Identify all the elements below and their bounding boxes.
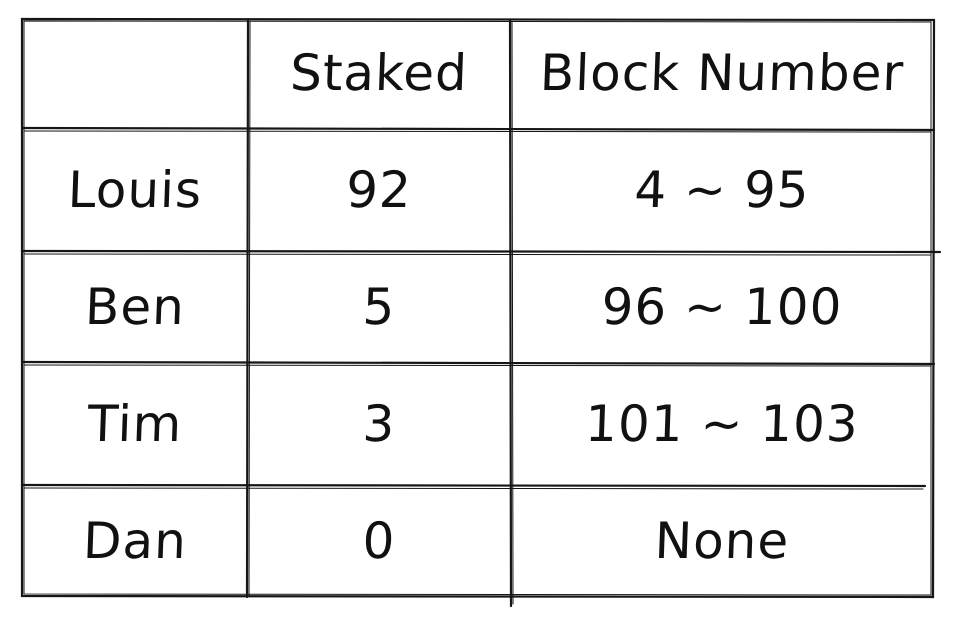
row-divider-2-echo	[23, 253, 932, 256]
header-block-number: Block Number	[538, 44, 905, 102]
row-divider-1	[20, 126, 936, 132]
row-ben-staked: 5	[361, 278, 397, 336]
staking-table: Staked Block Number Louis 92 4 ~ 95 Ben …	[22, 18, 934, 598]
row-tim-staked: 3	[361, 395, 397, 453]
row-divider-1-echo	[23, 130, 932, 133]
header-empty	[20, 18, 250, 128]
row-tim-name: Tim	[86, 395, 184, 453]
row-dan-staked: 0	[361, 512, 397, 570]
row-dan-block: None	[653, 512, 791, 570]
row-louis-block: 4 ~ 95	[633, 161, 811, 219]
column-divider-2-echo	[511, 21, 514, 605]
column-divider-1	[245, 18, 250, 599]
row-divider-3-echo	[23, 364, 932, 367]
column-divider-1-echo	[248, 21, 251, 596]
row-dan-name: Dan	[82, 512, 188, 570]
row-divider-4	[20, 483, 927, 488]
row-louis-staked: 92	[345, 161, 413, 219]
row-divider-2	[20, 249, 942, 254]
row-ben-name: Ben	[84, 278, 186, 336]
row-ben-block: 96 ~ 100	[600, 278, 844, 336]
row-tim-block: 101 ~ 103	[584, 395, 860, 453]
column-divider-2	[508, 18, 513, 608]
row-louis-name: Louis	[66, 161, 204, 219]
row-divider-4-echo	[23, 487, 924, 490]
table-border	[20, 17, 936, 599]
row-divider-3	[20, 360, 936, 366]
table-border-echo	[23, 20, 932, 596]
header-staked: Staked	[289, 44, 469, 102]
